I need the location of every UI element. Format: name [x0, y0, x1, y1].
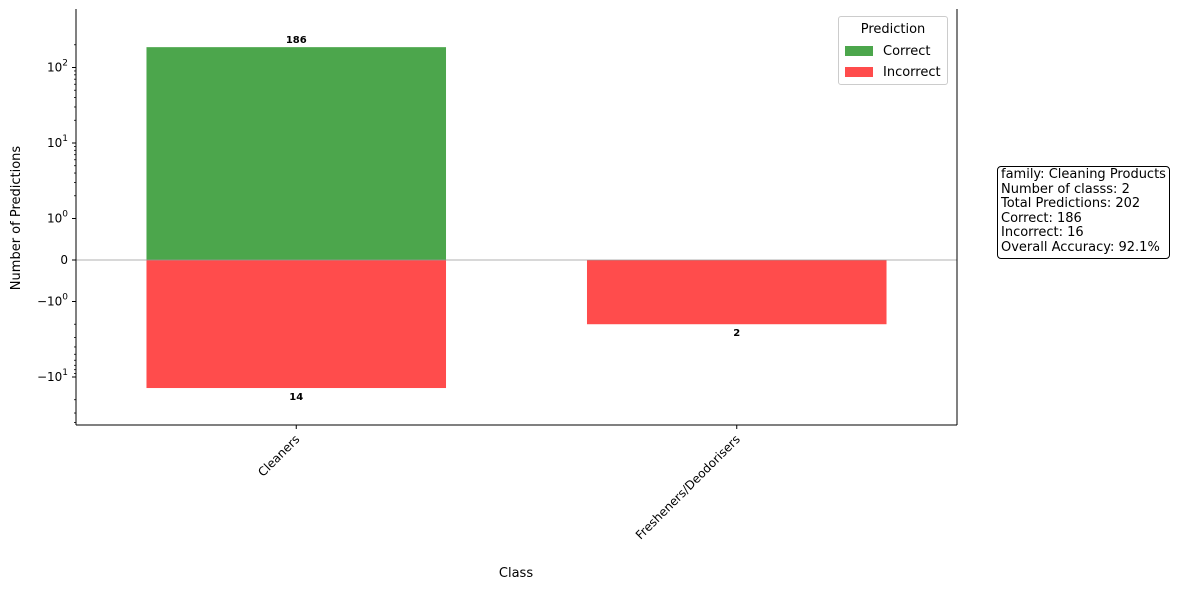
x-ticks: Cleaners Fresheners/Deodorisers — [255, 425, 743, 542]
y-tick-label: 102 — [47, 59, 68, 75]
bar-incorrect-0 — [146, 260, 447, 389]
y-tick-label: −101 — [37, 368, 68, 384]
bars-layer — [146, 47, 887, 389]
y-tick-label: 0 — [60, 253, 68, 267]
y-ticks: 102 101 100 0 −100 −101 — [37, 44, 76, 423]
summary-info-box: family: Cleaning Products Number of clas… — [997, 166, 1170, 259]
bar-incorrect-1 — [586, 260, 887, 325]
data-label: 14 — [289, 392, 303, 403]
legend-item-correct: Correct — [845, 42, 930, 60]
legend-label-incorrect: Incorrect — [883, 64, 941, 80]
legend-title: Prediction — [860, 22, 926, 37]
y-tick-label: −100 — [37, 293, 68, 309]
legend: Prediction Correct Incorrect — [838, 16, 948, 85]
data-label: 186 — [286, 35, 307, 46]
x-axis-title: Class — [499, 566, 533, 581]
x-tick-label: Fresheners/Deodorisers — [633, 432, 743, 542]
y-tick-label: 101 — [47, 134, 68, 150]
bar-correct-0 — [146, 47, 447, 261]
info-line: family: Cleaning Products — [1001, 167, 1166, 182]
legend-swatch-incorrect — [845, 67, 873, 77]
info-line: Incorrect: 16 — [1001, 225, 1084, 241]
info-line: Correct: 186 — [1001, 210, 1082, 226]
data-label: 2 — [733, 328, 740, 339]
info-line: Number of classs: 2 — [1001, 181, 1130, 197]
info-line: Total Predictions: 202 — [1001, 196, 1141, 212]
y-tick-label: 100 — [47, 210, 68, 226]
data-labels: 186 14 2 — [286, 35, 740, 403]
y-axis-title: Number of Predictions — [9, 146, 24, 291]
legend-swatch-correct — [845, 46, 873, 56]
axes-frame — [75, 9, 958, 426]
x-tick-label: Cleaners — [255, 432, 302, 479]
legend-item-incorrect: Incorrect — [845, 63, 941, 81]
info-line: Overall Accuracy: 92.1% — [1001, 239, 1160, 255]
legend-label-correct: Correct — [883, 43, 931, 59]
